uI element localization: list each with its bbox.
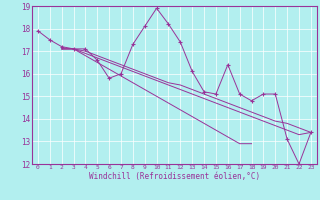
X-axis label: Windchill (Refroidissement éolien,°C): Windchill (Refroidissement éolien,°C)	[89, 172, 260, 181]
